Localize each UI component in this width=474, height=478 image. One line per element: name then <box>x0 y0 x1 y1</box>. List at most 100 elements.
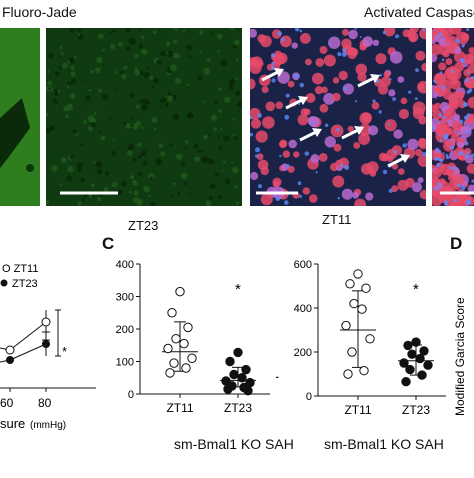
tissue-speck <box>148 195 150 197</box>
tissue-speck <box>90 70 94 74</box>
significance-star: * <box>235 281 241 298</box>
nucleus-speck <box>459 151 464 156</box>
tissue-speck <box>130 175 134 179</box>
micrograph-caspase-zt11 <box>250 28 426 206</box>
tissue-speck <box>96 57 102 63</box>
cell-body <box>324 55 336 67</box>
nucleus-speck <box>466 130 470 134</box>
data-point <box>360 367 368 375</box>
tissue-speck <box>110 32 112 34</box>
nucleus-speck <box>464 102 468 106</box>
tissue-speck <box>118 42 123 47</box>
nucleus-speck <box>440 71 443 74</box>
tissue-speck <box>168 92 171 95</box>
x-tick-label: ZT23 <box>224 401 252 415</box>
data-point <box>168 309 176 317</box>
tissue-speck <box>99 131 102 134</box>
tissue-speck <box>195 156 200 161</box>
tissue-speck <box>143 72 149 78</box>
tissue-speck <box>91 183 95 187</box>
nucleus-speck <box>437 183 440 186</box>
cell-body <box>398 180 409 191</box>
nucleus-speck <box>395 34 399 38</box>
tissue-speck <box>88 115 95 122</box>
cell-body <box>320 46 328 54</box>
tissue-speck <box>220 128 222 130</box>
micrograph-caspase-partial <box>432 28 474 206</box>
caspase-title: Activated Caspase <box>364 4 474 20</box>
nucleus-speck <box>439 113 442 116</box>
tissue-speck <box>219 146 223 150</box>
cell-body <box>339 71 348 80</box>
cell-body <box>418 83 424 89</box>
tissue-speck <box>187 84 189 86</box>
cell-body <box>298 114 309 125</box>
tissue-speck <box>187 112 194 119</box>
tissue-speck <box>59 66 62 69</box>
tissue-speck <box>197 150 200 153</box>
nucleus-speck <box>394 150 397 153</box>
nucleus-speck <box>344 165 349 170</box>
x-tick-label: ZT11 <box>344 403 371 417</box>
tissue-speck <box>77 162 83 168</box>
nucleus-speck <box>258 113 262 117</box>
data-point <box>230 370 238 378</box>
nucleus-speck <box>299 195 302 198</box>
tissue-speck <box>135 54 139 58</box>
tissue-speck <box>103 64 105 66</box>
nucleus-speck <box>383 31 386 34</box>
x-tick-label: ZT23 <box>402 403 430 417</box>
cell-body <box>378 84 388 94</box>
cell-body <box>384 71 391 78</box>
tissue-speck <box>184 181 188 185</box>
cell-body <box>362 112 372 122</box>
tissue-speck <box>127 144 134 151</box>
nucleus-speck <box>415 68 419 72</box>
nucleus-speck <box>442 116 445 119</box>
group-label-2: sm-Bmal1 KO SAH <box>324 436 444 452</box>
tissue-speck <box>71 66 75 70</box>
arrow-icon <box>300 132 316 140</box>
tissue-speck <box>237 109 239 111</box>
tissue-speck <box>223 161 226 164</box>
tissue-speck <box>81 81 83 83</box>
nucleus-speck <box>444 134 448 138</box>
data-point <box>172 335 180 343</box>
cell-body <box>275 102 283 110</box>
tissue-speck <box>98 33 104 39</box>
tissue-speck <box>181 172 188 179</box>
tissue-speck <box>80 143 83 146</box>
caption-zt11: ZT11 <box>322 212 351 227</box>
tissue-speck <box>211 32 213 34</box>
cell-body <box>453 114 460 121</box>
nucleus-speck <box>445 154 448 157</box>
tissue-speck <box>115 71 118 74</box>
cell-body <box>390 51 403 64</box>
cell-body <box>250 79 256 90</box>
tissue-speck <box>231 161 233 163</box>
tissue-speck <box>141 150 147 156</box>
nucleus-speck <box>340 164 343 167</box>
tissue-speck <box>230 28 234 30</box>
tissue-speck <box>143 161 148 166</box>
cell-body <box>342 29 349 36</box>
nucleus-speck <box>388 123 390 125</box>
tissue-speck <box>153 31 157 35</box>
cell-body <box>342 189 353 200</box>
nucleus-speck <box>255 155 258 158</box>
cell-body <box>451 79 461 89</box>
tissue-speck <box>47 70 50 73</box>
nucleus-speck <box>294 74 299 79</box>
nucleus-speck <box>325 124 328 127</box>
cell-body <box>376 53 387 64</box>
tissue-speck <box>210 183 216 189</box>
tissue-speck <box>133 158 137 162</box>
data-point <box>188 354 196 362</box>
point-zt11-80 <box>42 318 50 326</box>
nucleus-speck <box>336 128 339 131</box>
data-point <box>350 299 358 307</box>
y-tick-label: 400 <box>294 303 312 315</box>
cell-body <box>283 150 290 157</box>
cell-body <box>251 119 261 129</box>
cell-body <box>418 177 424 183</box>
